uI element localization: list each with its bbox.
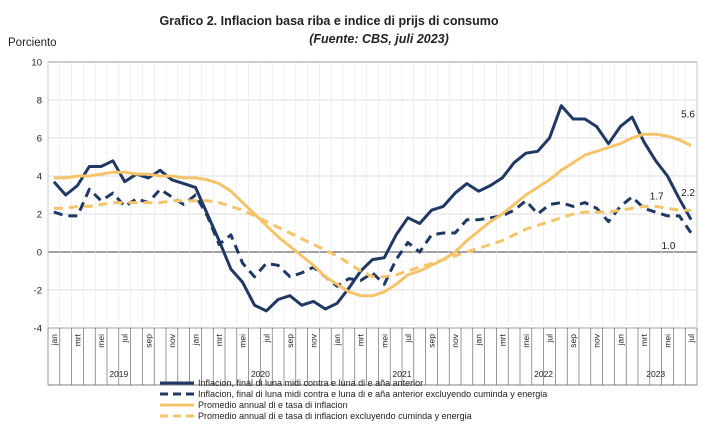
y-tick-label: 2 [37,210,42,221]
x-tick-label: nov [167,333,177,347]
x-tick-labels: jan mrt mei jul sep nov jan mrt mei jul sep nov jan m… [49,333,696,347]
series-line-3 [53,199,692,279]
y-tick-label: 6 [37,134,42,145]
x-tick-label: jan [49,334,59,347]
annotation-label: 2.2 [681,188,695,199]
x-tick-label: jul [545,334,555,344]
year-label: 2019 [109,369,128,379]
y-tick-label: 4 [37,172,42,183]
x-tick-label: mrt [214,333,224,346]
legend-label-0: Inflacion, final di luna midi contra e l… [198,378,423,388]
x-tick-label: sep [568,334,578,348]
plot-frame [47,61,698,329]
x-tick-label: mei [379,334,389,348]
x-tick-label: nov [450,333,460,347]
annotation-label: 5.6 [681,110,695,121]
y-tick-label: -4 [34,324,42,335]
chart-title: Grafico 2. Inflacion basa riba e indice … [160,14,499,28]
series-lines [52,104,693,313]
x-tick-label: mrt [497,333,507,346]
x-tick-label: jul [686,334,696,344]
x-tick-label: jul [261,334,271,344]
year-label: 2020 [251,369,270,379]
y-tick-label: 0 [37,248,42,259]
annotation-label: 1.7 [650,192,664,203]
x-tick-label: jan [191,334,201,347]
x-tick-label: jul [403,334,413,344]
gridlines [47,61,698,386]
x-tick-label: jan [615,334,625,347]
y-tick-label: 8 [37,96,42,107]
x-tick-label: mei [521,334,531,348]
y-tick-label: -2 [34,286,42,297]
x-tick-label: jan [474,334,484,347]
x-tick-label: sep [427,334,437,348]
y-tick-label: 10 [31,58,42,69]
x-tick-label: sep [143,334,153,348]
annotation-label: 1.0 [662,241,676,252]
year-labels: 2019 2020 2021 2022 2023 [109,369,665,379]
x-tick-label: mrt [356,333,366,346]
series-line-1 [53,187,693,288]
x-tick-label: mrt [73,333,83,346]
x-tick-label: nov [309,333,319,347]
x-tick-label: jan [332,334,342,347]
legend: Inflacion, final di luna midi contra e l… [160,378,547,421]
x-tick-label: mei [96,334,106,348]
x-tick-label: jul [120,334,130,344]
x-tick-label: sep [285,334,295,348]
y-axis-label: Porciento [8,37,57,49]
annotations: 5.6 2.2 1.7 1.0 [650,110,696,252]
chart-subtitle: (Fuente: CBS, juli 2023) [309,32,449,46]
y-tick-labels: -4 -2 0 2 4 6 8 10 [31,58,42,335]
series-line-0 [52,104,693,313]
x-tick-label: nov [592,333,602,347]
legend-label-2: Promedio annual di e tasa di inflacion [198,400,348,410]
x-tick-label: mei [238,334,248,348]
x-tick-label: mei [663,334,673,348]
year-label: 2022 [534,369,553,379]
legend-label-3: Promedio annual di e tasa di inflacion e… [198,411,472,421]
legend-label-1: Inflacion, final di luna midi contra e l… [198,389,547,399]
year-label: 2021 [393,369,412,379]
x-tick-label: mrt [639,333,649,346]
series-line-2 [53,132,692,298]
year-label: 2023 [646,369,665,379]
